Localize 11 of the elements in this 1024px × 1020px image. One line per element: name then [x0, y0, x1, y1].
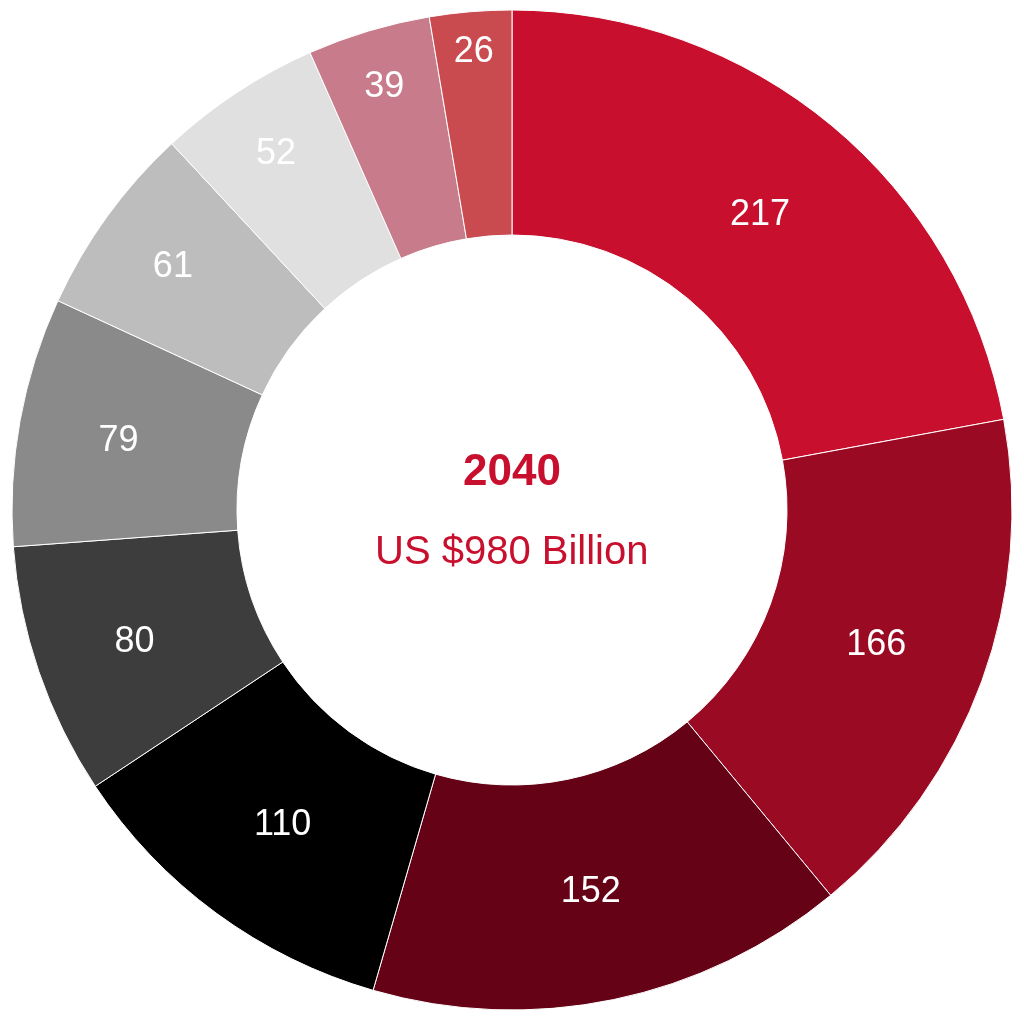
- data-label: 61: [152, 243, 193, 285]
- data-label: 80: [114, 618, 155, 660]
- data-label: 166: [846, 621, 907, 663]
- data-label: 26: [453, 29, 494, 71]
- data-label: 39: [364, 63, 405, 105]
- data-label: 152: [560, 868, 621, 910]
- data-label: 79: [98, 418, 139, 460]
- data-label: 217: [729, 191, 790, 233]
- text: US $980 Billion: [375, 528, 649, 572]
- text: 2040: [463, 445, 561, 494]
- data-label: 110: [253, 801, 312, 843]
